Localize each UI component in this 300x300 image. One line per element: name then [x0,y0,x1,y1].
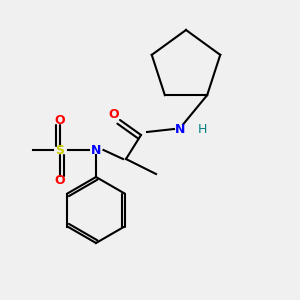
Text: S: S [56,143,64,157]
Text: H: H [198,122,207,136]
Text: N: N [175,122,185,136]
Text: O: O [109,107,119,121]
Text: N: N [91,143,101,157]
Text: O: O [55,113,65,127]
Text: O: O [55,173,65,187]
